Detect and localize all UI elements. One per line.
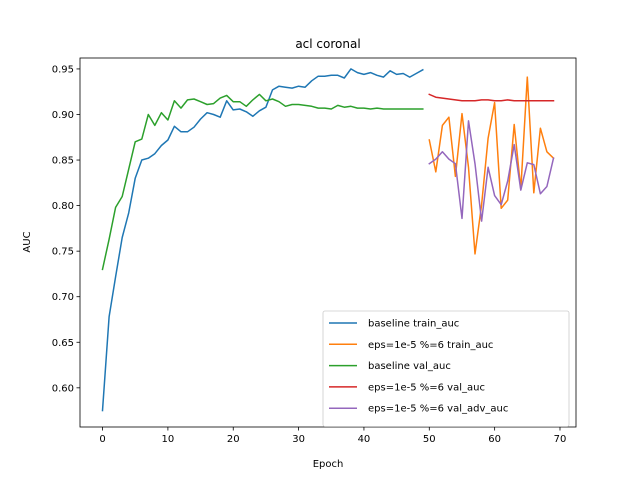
y-tick-label: 0.80 <box>52 201 74 212</box>
chart-title: acl coronal <box>295 37 360 51</box>
y-tick-label: 0.85 <box>52 156 74 167</box>
plot-frame <box>79 57 577 428</box>
legend: baseline train_auc eps=1e-5 %=6 train_auc… <box>322 310 570 427</box>
y-tick-label: 0.65 <box>52 338 74 349</box>
y-tick-label: 0.95 <box>52 64 74 75</box>
x-tick-label: 20 <box>227 434 240 445</box>
series-line-4 <box>428 93 555 102</box>
x-tick-label: 10 <box>162 434 175 445</box>
x-tick-label: 0 <box>99 434 105 445</box>
series-line-3 <box>101 93 424 271</box>
x-tick-label: 50 <box>423 434 436 445</box>
x-axis: 0 10 20 30 40 50 60 70 <box>99 427 566 445</box>
x-tick-label: 70 <box>554 434 567 445</box>
legend-label-1: baseline train_auc <box>368 319 459 330</box>
legend-label-2: eps=1e-5 %=6 train_auc <box>368 340 493 351</box>
x-axis-label: Epoch <box>313 459 344 470</box>
legend-box <box>322 310 570 427</box>
series-line-1 <box>101 68 424 412</box>
y-tick-label: 0.60 <box>52 383 74 394</box>
y-tick-label: 0.75 <box>52 247 74 258</box>
series-line-2 <box>428 76 555 255</box>
legend-label-4: eps=1e-5 %=6 val_auc <box>368 382 485 393</box>
y-axis-label: AUC <box>22 231 33 252</box>
x-tick-label: 40 <box>358 434 371 445</box>
plot-area <box>101 68 555 412</box>
x-tick-label: 60 <box>488 434 501 445</box>
y-tick-label: 0.70 <box>52 292 74 303</box>
series-line-5 <box>428 120 555 222</box>
y-tick-label: 0.90 <box>52 110 74 121</box>
legend-label-5: eps=1e-5 %=6 val_adv_auc <box>368 404 508 415</box>
x-tick-label: 30 <box>292 434 305 445</box>
y-axis: 0.60 0.65 0.70 0.75 0.80 0.85 0.90 0.95 <box>52 64 80 394</box>
legend-label-3: baseline val_auc <box>368 361 451 372</box>
